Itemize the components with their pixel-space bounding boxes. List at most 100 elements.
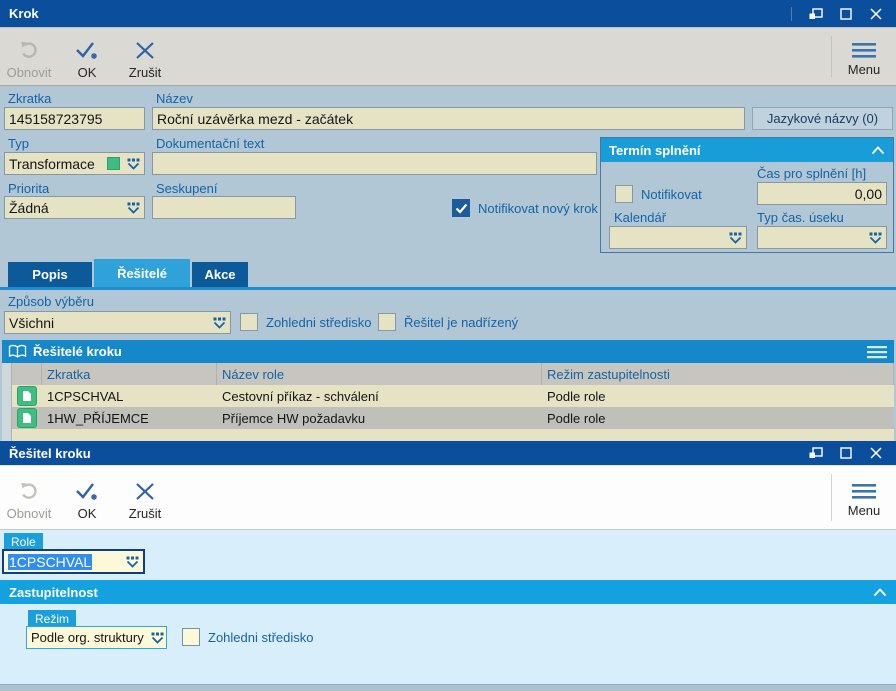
- zohledni-stredisko-checkbox-2[interactable]: [182, 628, 200, 646]
- table-menu-icon[interactable]: [866, 345, 888, 359]
- role-combo[interactable]: 1CPSCHVAL: [2, 549, 145, 574]
- refresh-icon: [21, 41, 37, 58]
- role-document-icon: [17, 386, 37, 406]
- maximize-window-icon[interactable]: [834, 444, 858, 462]
- zkratka-field[interactable]: 145158723795: [4, 107, 145, 130]
- row-icon-cell: [12, 407, 42, 429]
- close-window-icon[interactable]: [864, 5, 888, 23]
- seskupeni-field[interactable]: [152, 196, 296, 219]
- zohledni-stredisko-label-2: Zohledni středisko: [208, 630, 314, 645]
- restore-window-icon[interactable]: [804, 5, 828, 23]
- role-field-label: Role: [4, 533, 43, 550]
- ok-check-icon: [76, 41, 97, 59]
- hamburger-menu-icon: [852, 483, 876, 499]
- dropdown-arrow-icon[interactable]: [148, 632, 166, 644]
- resitel-window-title: Řešitel kroku: [9, 445, 91, 461]
- krok-window-titlebar: Krok: [0, 0, 896, 27]
- cell-rezim: Podle role: [547, 410, 606, 426]
- table-titlebar: Řešitelé kroku: [2, 340, 894, 363]
- window-bottom-edge: [0, 684, 896, 691]
- table-empty-area: [2, 429, 894, 441]
- column-header-rezim[interactable]: Režim zastupitelnosti: [542, 363, 894, 385]
- priorita-value: Žádná: [9, 199, 49, 216]
- zastupitelnost-title: Zastupitelnost: [9, 584, 98, 600]
- termin-splneni-header: Termín splnění: [601, 138, 893, 162]
- resitel-window-body: Role 1CPSCHVAL Zastupitelnost Režim Podl…: [0, 530, 896, 684]
- resitel-nadrizeny-label: Řešitel je nadřízený: [404, 315, 519, 330]
- dropdown-arrow-icon[interactable]: [122, 158, 144, 170]
- close-window-icon[interactable]: [864, 444, 888, 462]
- tab-resitele[interactable]: Řešitelé: [94, 259, 190, 287]
- row-gutter: [2, 385, 12, 407]
- rezim-field-label: Režim: [28, 610, 77, 627]
- ok-button[interactable]: OK: [58, 28, 116, 85]
- maximize-window-icon[interactable]: [834, 5, 858, 23]
- refresh-button[interactable]: Obnovit: [0, 28, 58, 85]
- menu-button[interactable]: Menu: [832, 28, 896, 85]
- menu-button[interactable]: Menu: [832, 466, 896, 529]
- table-header-row: Zkratka Název role Režim zastupitelnosti: [2, 363, 894, 385]
- notifikovat-label: Notifikovat: [641, 187, 702, 202]
- cell-nazev-role: Příjemce HW požadavku: [222, 410, 366, 426]
- cancel-button[interactable]: Zrušit: [116, 28, 174, 85]
- resitel-nadrizeny-checkbox[interactable]: [378, 313, 396, 331]
- notifikovat-novy-krok-checkbox[interactable]: [452, 199, 470, 217]
- jazykove-nazvy-button[interactable]: Jazykové názvy (0): [752, 107, 893, 130]
- rezim-combo[interactable]: Podle org. struktury: [26, 626, 167, 649]
- role-value: 1CPSCHVAL: [4, 553, 121, 570]
- nazev-label: Název: [156, 91, 193, 106]
- dropdown-arrow-icon[interactable]: [122, 202, 144, 214]
- cas-pro-splneni-label: Čas pro splnění [h]: [757, 166, 867, 181]
- cell-nazev-role: Cestovní příkaz - schválení: [222, 388, 379, 404]
- checkmark-icon: [455, 203, 467, 214]
- role-document-icon: [17, 408, 37, 428]
- typ-cas-useku-combo[interactable]: [757, 226, 887, 249]
- tab-underline: [0, 287, 896, 290]
- column-header-nazev-role[interactable]: Název role: [217, 363, 542, 385]
- collapse-chevron-icon[interactable]: [871, 145, 885, 155]
- zohledni-stredisko-checkbox[interactable]: [240, 313, 258, 331]
- dokumentacni-text-field[interactable]: [152, 152, 597, 175]
- cancel-button[interactable]: Zrušit: [116, 466, 174, 529]
- kalendar-combo[interactable]: [609, 226, 747, 249]
- cas-pro-splneni-field[interactable]: 0,00: [757, 182, 887, 205]
- priorita-combo[interactable]: Žádná: [4, 196, 145, 219]
- typ-value: Transformace: [9, 155, 95, 172]
- table-row[interactable]: 1CPSCHVAL Cestovní příkaz - schválení Po…: [2, 385, 894, 407]
- row-gutter: [2, 407, 12, 429]
- typ-cas-useku-label: Typ čas. úseku: [757, 210, 844, 225]
- termin-splneni-title: Termín splnění: [609, 142, 701, 158]
- column-header-zkratka[interactable]: Zkratka: [42, 363, 217, 385]
- ok-button[interactable]: OK: [58, 466, 116, 529]
- dropdown-arrow-icon[interactable]: [121, 556, 143, 568]
- collapse-chevron-icon[interactable]: [873, 587, 887, 597]
- seskupeni-label: Seskupení: [156, 181, 218, 196]
- row-gutter: [2, 429, 12, 441]
- row-gutter: [2, 363, 12, 385]
- typ-label: Typ: [8, 136, 29, 151]
- table-row[interactable]: 1HW_PŘÍJEMCE Příjemce HW požadavku Podle…: [2, 407, 894, 429]
- termin-splneni-panel: Termín splnění Čas pro splnění [h] 0,00 …: [600, 137, 894, 253]
- tab-popis[interactable]: Popis: [8, 262, 92, 287]
- zpusob-vyberu-combo[interactable]: Všichni: [4, 311, 231, 334]
- tab-akce[interactable]: Akce: [192, 262, 248, 287]
- krok-toolbar: Obnovit OK Zrušit Menu: [0, 27, 896, 86]
- typ-combo[interactable]: Transformace: [4, 152, 145, 175]
- priorita-label: Priorita: [8, 181, 50, 196]
- cell-zkratka: 1CPSCHVAL: [47, 388, 124, 404]
- notifikovat-checkbox[interactable]: [615, 185, 633, 203]
- dropdown-arrow-icon[interactable]: [208, 317, 230, 329]
- icon-column-header: [12, 363, 42, 385]
- dokumentacni-text-label: Dokumentační text: [156, 136, 265, 151]
- typ-color-swatch: [107, 157, 120, 170]
- cell-zkratka: 1HW_PŘÍJEMCE: [47, 410, 149, 426]
- nazev-field[interactable]: Roční uzávěrka mezd - začátek: [152, 107, 745, 130]
- toolbar-spacer: [174, 28, 831, 85]
- restore-window-icon[interactable]: [804, 444, 828, 462]
- cancel-x-icon: [136, 41, 154, 59]
- krok-window-title: Krok: [9, 6, 39, 21]
- dropdown-arrow-icon[interactable]: [864, 232, 886, 244]
- dropdown-arrow-icon[interactable]: [724, 232, 746, 244]
- refresh-button[interactable]: Obnovit: [0, 466, 58, 529]
- krok-window-controls: [791, 5, 896, 23]
